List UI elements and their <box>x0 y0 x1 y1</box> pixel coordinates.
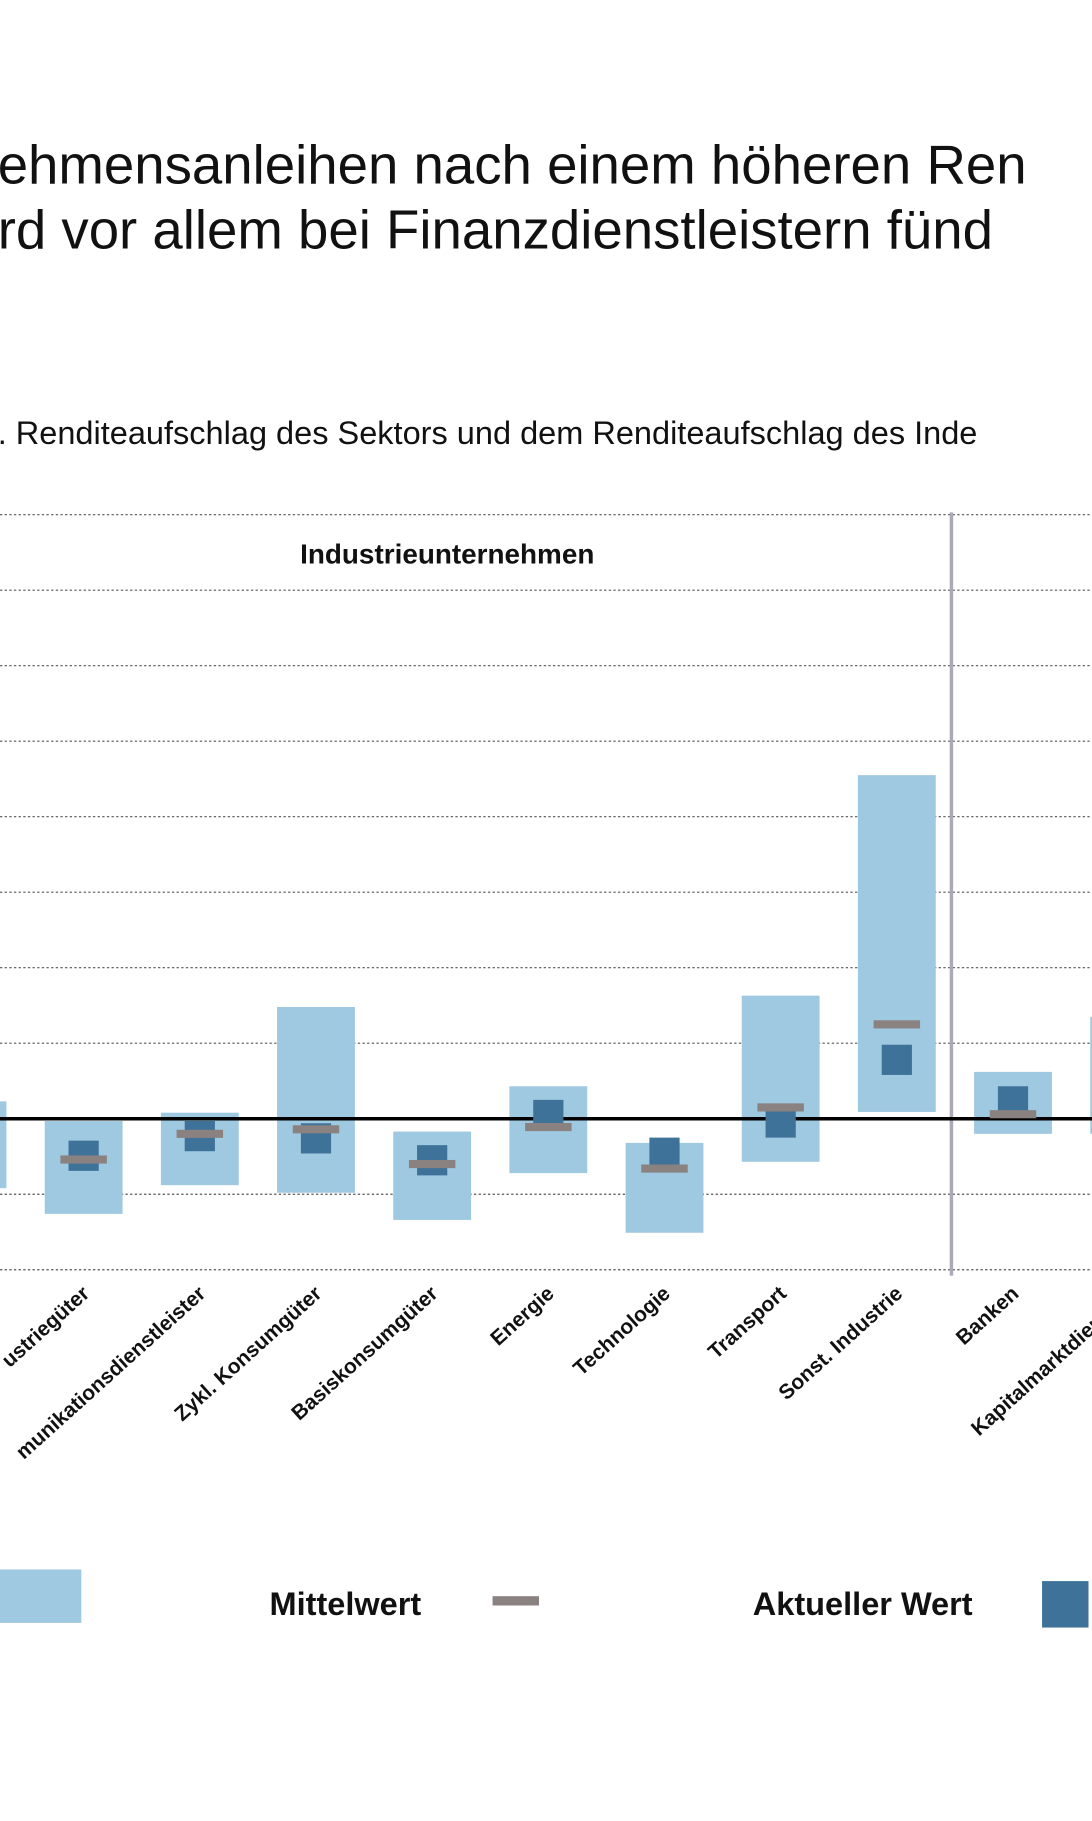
current-marker <box>765 1107 796 1138</box>
mean-marker <box>873 1020 921 1029</box>
mean-marker <box>408 1159 456 1169</box>
x-tick-label: Technologie <box>569 1282 675 1380</box>
mean-marker <box>989 1110 1037 1119</box>
current-marker <box>649 1137 680 1168</box>
chart-title: ehmensanleihen nach einem höheren Ren <box>0 135 1027 196</box>
legend-label: Aktueller Wert <box>753 1586 973 1622</box>
mean-marker <box>525 1122 572 1132</box>
mean-marker <box>641 1164 688 1173</box>
x-tick-label: Banken <box>952 1282 1024 1350</box>
legend-swatch <box>492 1596 540 1606</box>
chart-subtitle: . Renditeaufschlag des Sektors und dem R… <box>0 415 977 451</box>
mean-marker <box>176 1129 224 1138</box>
legend-label: Mittelwert <box>270 1586 422 1622</box>
x-tick-label: Sonst. Industrie <box>774 1282 907 1405</box>
section-label: Industrieunternehmen <box>300 538 594 569</box>
range-bar <box>277 1006 355 1193</box>
current-marker <box>881 1044 912 1075</box>
mean-marker <box>757 1103 804 1112</box>
x-tick-label: munikationsdienstleister <box>12 1282 210 1464</box>
range-bar <box>0 1101 7 1189</box>
chart-title: rd vor allem bei Finanzdienstleistern fü… <box>0 200 993 261</box>
x-tick-label: Transport <box>704 1282 791 1364</box>
mean-marker <box>60 1155 107 1164</box>
mean-marker <box>292 1125 340 1134</box>
legend-swatch <box>0 1569 82 1623</box>
range-bar <box>1090 1016 1092 1134</box>
x-tick-label: Energie <box>486 1282 558 1350</box>
legend-swatch <box>1042 1581 1089 1628</box>
range-bar <box>393 1131 472 1220</box>
x-tick-label: ustriegüter <box>0 1282 94 1372</box>
